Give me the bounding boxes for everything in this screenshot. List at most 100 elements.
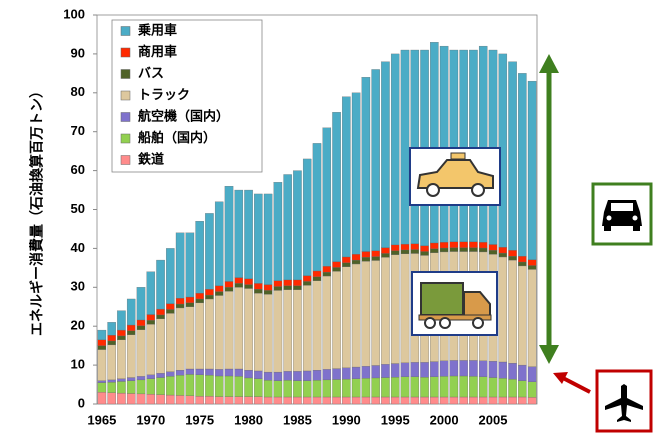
bar-segment (342, 367, 351, 380)
bar-segment (175, 303, 185, 309)
bar-segment (351, 259, 361, 265)
bar-segment (166, 313, 175, 372)
bar-segment (146, 378, 156, 395)
bar-segment (166, 248, 175, 304)
bar-segment (263, 290, 273, 295)
bar-segment (410, 249, 420, 254)
range-arrow (539, 54, 559, 364)
x-tick-label: 2000 (430, 412, 459, 427)
legend-swatch (120, 26, 131, 36)
bar-segment (342, 266, 351, 368)
legend-swatch (120, 47, 131, 58)
bar-segment (498, 252, 508, 258)
bar-segment (126, 334, 136, 378)
bar-segment (518, 396, 527, 405)
bar-segment (498, 396, 508, 405)
bar-segment (224, 281, 234, 288)
bar-segment (410, 376, 420, 398)
y-tick-label: 30 (71, 279, 85, 294)
bar-segment (97, 345, 107, 350)
bar-segment (420, 251, 429, 256)
bar-segment (136, 379, 146, 395)
bar-segment (439, 247, 449, 253)
bar-segment (439, 242, 449, 249)
bar-segment (175, 370, 185, 376)
bar-segment (400, 249, 410, 254)
bar-segment (126, 330, 136, 335)
x-tick-label: 1970 (136, 412, 165, 427)
bar-segment (254, 378, 263, 397)
bar-segment (508, 396, 517, 405)
x-tick-label: 1990 (332, 412, 361, 427)
bar-segment (205, 375, 214, 397)
bar-segment (156, 394, 165, 405)
bar-segment (156, 318, 165, 374)
bar-segment (205, 298, 214, 370)
bar-segment (254, 292, 263, 372)
bar-segment (390, 396, 400, 405)
bar-segment (478, 247, 488, 253)
bar-segment (322, 369, 332, 381)
bar-segment (195, 298, 204, 304)
bar-segment (508, 378, 517, 398)
bar-segment (449, 247, 459, 252)
bar-segment (273, 182, 283, 281)
bar-segment (322, 275, 332, 370)
legend-swatch (120, 133, 131, 144)
bar-segment (175, 298, 185, 305)
bar-segment (332, 112, 341, 262)
bar-segment (400, 362, 410, 377)
bar-segment (214, 291, 224, 296)
bar-segment (527, 381, 537, 398)
bar-segment (400, 243, 410, 251)
bar-segment (97, 392, 107, 405)
bar-segment (273, 280, 283, 287)
bar-segment (518, 265, 527, 366)
bar-segment (302, 285, 312, 372)
bar-segment (195, 396, 204, 405)
bar-segment (439, 376, 449, 398)
bar-segment (146, 324, 156, 375)
bar-segment (214, 285, 224, 292)
bar-segment (273, 396, 283, 405)
bar-segment (107, 334, 116, 342)
bar-segment (371, 396, 380, 405)
bar-segment (527, 397, 537, 405)
bar-segment (175, 307, 185, 371)
bar-segment (283, 285, 292, 290)
bar-segment (293, 371, 302, 381)
bar-segment (283, 380, 292, 398)
bar-segment (390, 363, 400, 378)
bar-segment (166, 309, 175, 314)
bar-segment (156, 377, 165, 395)
legend-swatch (120, 112, 131, 122)
bar-segment (498, 361, 508, 379)
bar-segment (312, 370, 322, 381)
bar-segment (234, 376, 244, 397)
bar-segment (518, 380, 527, 398)
bar-segment (322, 396, 332, 405)
bar-segment (136, 287, 146, 321)
bar-segment (332, 368, 341, 380)
bar-segment (97, 380, 107, 383)
bar-segment (420, 377, 429, 398)
bar-segment (420, 362, 429, 378)
bar-segment (527, 269, 537, 367)
bar-segment (469, 241, 478, 248)
bar-segment (478, 396, 488, 405)
bar-segment (518, 261, 527, 267)
bar-segment (234, 277, 244, 284)
bar-segment (205, 396, 214, 405)
y-tick-label: 40 (71, 240, 85, 255)
bar-segment (117, 378, 126, 382)
bar-segment (107, 322, 116, 336)
bar-segment (410, 396, 420, 405)
bar-segment (361, 257, 371, 262)
bar-segment (117, 329, 126, 337)
bar-segment (244, 284, 253, 289)
legend-swatch (120, 69, 131, 79)
bar-segment (273, 286, 283, 291)
bar-segment (254, 283, 263, 290)
bar-segment (117, 335, 126, 340)
